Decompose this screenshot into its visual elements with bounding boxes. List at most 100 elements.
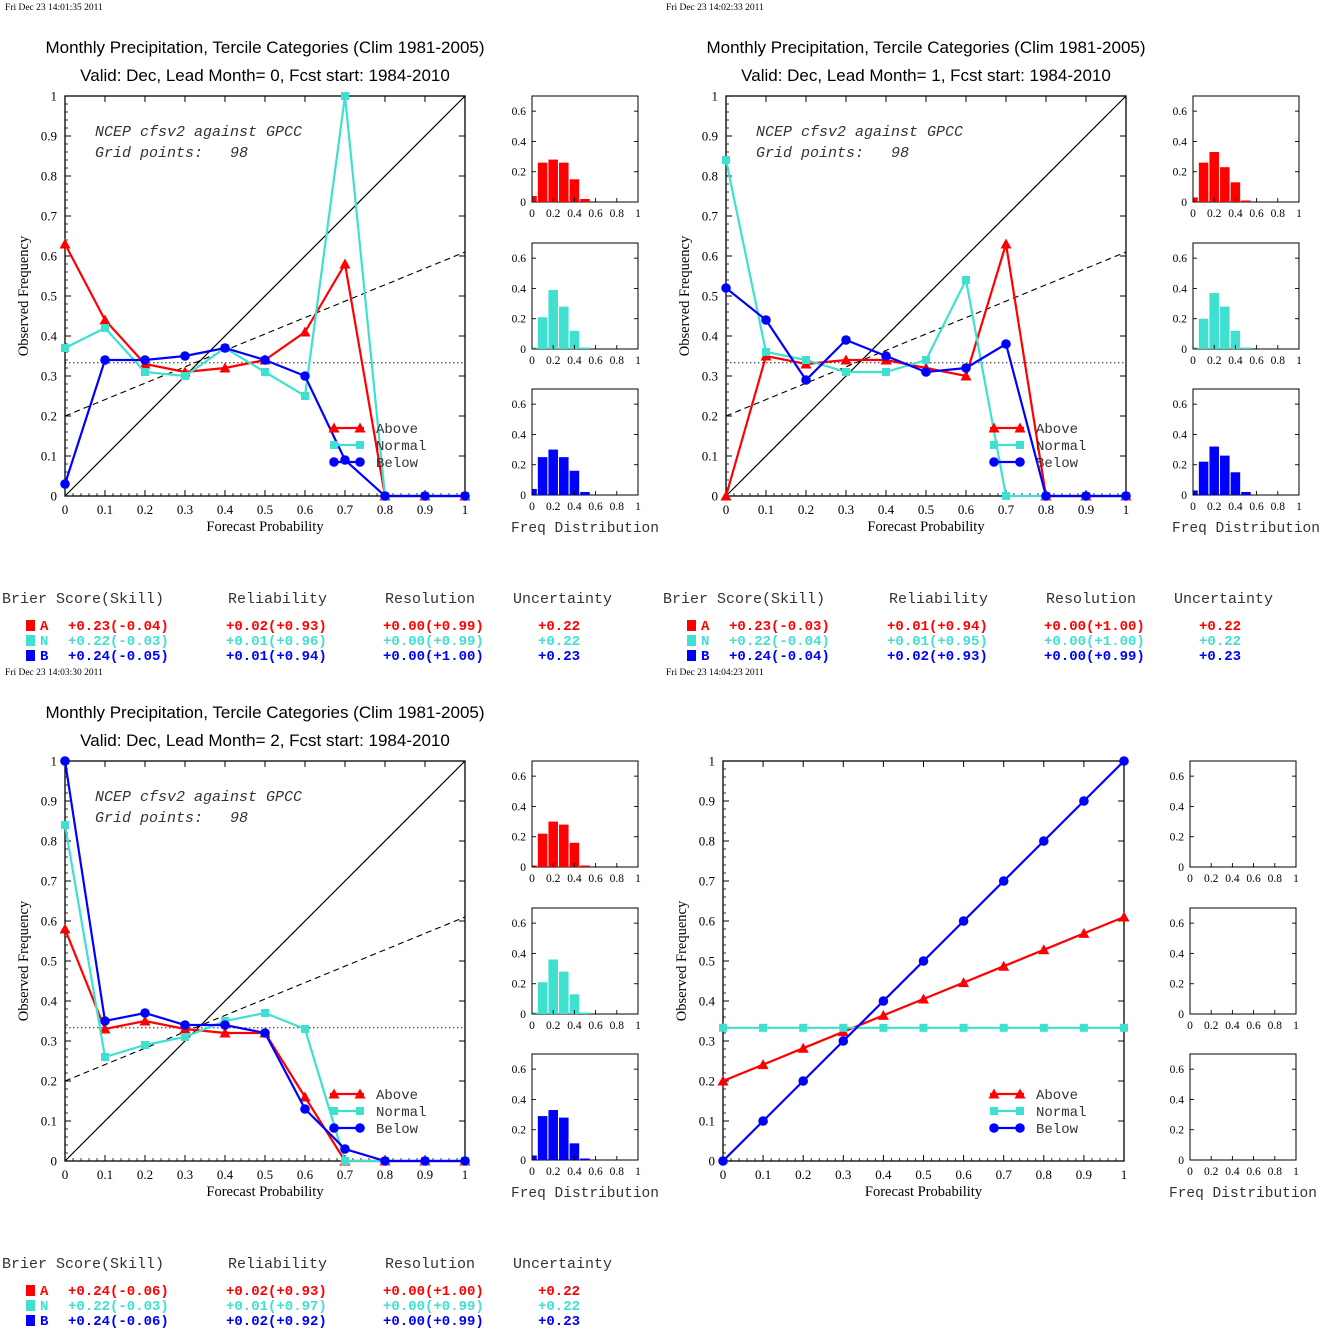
histogram-bar xyxy=(537,833,548,867)
hist-x-tick-label: 0.6 xyxy=(1246,1166,1261,1178)
y-tick-label: 0.3 xyxy=(699,1034,715,1049)
data-point-below xyxy=(380,491,390,501)
legend-marker xyxy=(1014,422,1026,433)
score-value: +0.01(+0.94) xyxy=(887,619,988,635)
legend-marker xyxy=(354,1088,366,1099)
hist-x-tick-label: 0.6 xyxy=(1246,873,1261,885)
legend-marker xyxy=(354,422,366,433)
score-letter: B xyxy=(40,1314,49,1330)
score-color-swatch xyxy=(26,650,35,661)
hist-y-tick-label: 0.4 xyxy=(512,1094,527,1106)
hist-y-tick-label: 0.4 xyxy=(1173,429,1188,441)
data-point-above xyxy=(59,238,71,249)
hist-x-tick-label: 0 xyxy=(529,1020,535,1032)
data-point-below xyxy=(1039,836,1049,846)
x-tick-label: 0.1 xyxy=(758,502,774,517)
y-tick-label: 0.9 xyxy=(41,129,57,144)
y-tick-label: 1 xyxy=(51,754,58,769)
score-value: +0.24(-0.06) xyxy=(68,1284,169,1300)
hist-x-tick-label: 1 xyxy=(1293,873,1299,885)
hist-x-tick-label: 0 xyxy=(529,208,535,220)
histogram-bar xyxy=(580,1012,590,1014)
histogram-bar xyxy=(537,317,548,349)
y-tick-label: 0.2 xyxy=(699,1074,715,1089)
y-tick-label: 0.2 xyxy=(41,409,57,424)
score-color-swatch xyxy=(26,1315,35,1326)
data-point-below xyxy=(761,315,771,325)
data-point-below xyxy=(300,1104,310,1114)
hist-y-tick-label: 0.6 xyxy=(512,1064,527,1076)
freq-histogram: 0 0.2 0.4 0.6 0 0.2 0.4 0.6 0.8 1 xyxy=(1170,760,1299,885)
data-point-above xyxy=(299,326,311,337)
legend-marker xyxy=(356,1107,364,1115)
histogram-bar xyxy=(1241,491,1251,495)
data-point-normal xyxy=(141,1041,149,1049)
hist-x-tick-label: 0.4 xyxy=(1228,355,1243,367)
hist-x-tick-label: 0.4 xyxy=(567,208,582,220)
x-tick-label: 0.7 xyxy=(337,1167,354,1182)
histogram-frame xyxy=(531,907,639,1015)
data-point-above xyxy=(797,1042,809,1053)
legend-marker xyxy=(1016,1107,1024,1115)
hist-x-tick-label: 0.8 xyxy=(1271,208,1286,220)
histogram-frame xyxy=(1189,907,1297,1015)
hist-x-tick-label: 0.4 xyxy=(1225,1166,1240,1178)
histogram-bar xyxy=(548,959,558,1014)
x-tick-label: 0 xyxy=(723,502,730,517)
hist-x-tick-label: 0.4 xyxy=(567,1166,582,1178)
histogram-bar xyxy=(532,347,537,349)
score-value: +0.23 xyxy=(538,649,580,665)
chart-title: Monthly Precipitation, Tercile Categorie… xyxy=(45,703,484,722)
perfect-reliability-line xyxy=(725,95,1127,497)
x-axis-title: Forecast Probability xyxy=(865,1184,983,1200)
data-point-below xyxy=(460,491,470,501)
y-axis-title: Observed Frequency xyxy=(16,235,32,356)
x-tick-label: 0.3 xyxy=(835,1167,851,1182)
data-point-normal xyxy=(1079,1023,1088,1032)
data-point-below xyxy=(260,1028,270,1038)
perfect-reliability-line xyxy=(64,760,466,1162)
x-tick-label: 0.7 xyxy=(996,1167,1013,1182)
x-tick-label: 0.4 xyxy=(878,502,895,517)
freq-histogram: 0 0.2 0.4 0.6 0 0.2 0.4 0.6 0.8 1 xyxy=(512,760,641,885)
y-tick-label: 0.5 xyxy=(41,954,57,969)
histogram-bar xyxy=(1230,472,1241,495)
legend-label: Below xyxy=(376,456,419,472)
hist-y-tick-label: 0.2 xyxy=(512,1125,527,1137)
annotation-gridpoints: Grid points: 98 xyxy=(95,145,248,162)
hist-x-tick-label: 0.2 xyxy=(1207,208,1222,220)
hist-x-tick-label: 0 xyxy=(529,355,535,367)
hist-y-tick-label: 0.6 xyxy=(1173,253,1188,265)
hist-x-tick-label: 1 xyxy=(1296,208,1302,220)
y-tick-label: 0.8 xyxy=(41,834,57,849)
hist-y-tick-label: 0 xyxy=(520,862,526,874)
hist-y-tick-label: 0.2 xyxy=(512,832,527,844)
freq-histogram: 0 0.2 0.4 0.6 0 0.2 0.4 0.6 0.8 1 xyxy=(1173,242,1302,367)
hist-x-tick-label: 0.4 xyxy=(567,501,582,513)
chart-subtitle: Valid: Dec, Lead Month= 1, Fcst start: 1… xyxy=(741,66,1111,85)
legend-label: Above xyxy=(376,422,418,438)
data-point-normal xyxy=(141,368,149,376)
chart-subtitle: Valid: Dec, Lead Month= 0, Fcst start: 1… xyxy=(80,66,450,85)
hist-y-tick-label: 0.2 xyxy=(512,167,527,179)
data-point-below xyxy=(798,1076,808,1086)
legend-label: Normal xyxy=(1036,439,1086,455)
score-value: +0.02(+0.93) xyxy=(226,1284,327,1300)
score-value: +0.01(+0.95) xyxy=(887,634,988,650)
y-tick-label: 0.3 xyxy=(41,1034,57,1049)
data-point-above xyxy=(219,362,231,373)
histogram-bar xyxy=(532,195,537,202)
hist-x-tick-label: 0 xyxy=(1190,501,1196,513)
data-point-normal xyxy=(722,156,730,164)
freq-histogram: 0 0.2 0.4 0.6 0 0.2 0.4 0.6 0.8 1 xyxy=(512,242,641,367)
score-header: Uncertainty xyxy=(513,1256,612,1273)
chart-title: Monthly Precipitation, Tercile Categorie… xyxy=(45,38,484,57)
y-tick-label: 0.4 xyxy=(41,994,58,1009)
hist-x-tick-label: 0.8 xyxy=(1271,355,1286,367)
histogram-bar xyxy=(548,821,558,867)
y-tick-label: 1 xyxy=(712,89,719,104)
legend-marker xyxy=(1014,1088,1026,1099)
hist-y-tick-label: 0.6 xyxy=(512,771,527,783)
data-point-below xyxy=(140,355,150,365)
y-tick-label: 0.1 xyxy=(41,449,57,464)
